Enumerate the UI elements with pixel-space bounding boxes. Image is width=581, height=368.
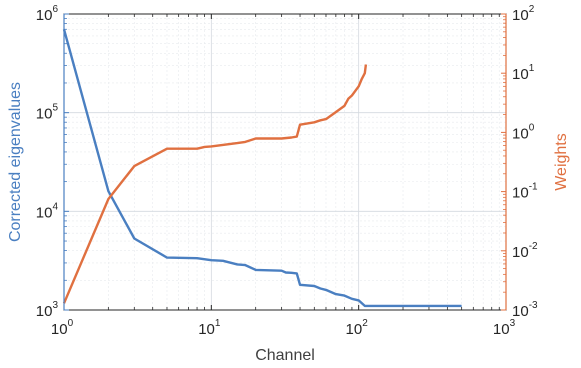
eigenvalues-series-line	[62, 28, 462, 308]
x-tick-label: 103	[493, 318, 516, 338]
x-tick-label: 100	[51, 318, 74, 338]
series-layer	[62, 28, 462, 308]
left-tick-label: 106	[36, 4, 59, 24]
x-axis-label: Channel	[255, 347, 315, 364]
right-tick-label: 102	[512, 4, 535, 24]
left-tick-label: 105	[36, 103, 59, 123]
weights-series-line	[62, 64, 368, 304]
x-tick-label: 101	[198, 318, 221, 338]
ticks: 100 101 102 103 103 104 105 106 10-3 10-2 10-1 100 1…	[36, 4, 538, 338]
right-tick-label: 10-3	[512, 300, 538, 320]
right-tick-label: 10-1	[512, 182, 538, 202]
x-tick-label: 102	[346, 318, 369, 338]
right-tick-label: 100	[512, 122, 535, 142]
right-tick-label: 101	[512, 63, 535, 83]
right-axis-label: Weights	[553, 133, 570, 191]
left-tick-label: 103	[36, 300, 59, 320]
right-tick-label: 10-2	[512, 241, 538, 261]
left-axis-label: Corrected eigenvalues	[7, 82, 24, 242]
left-tick-label: 104	[36, 201, 59, 221]
grid	[64, 14, 506, 310]
